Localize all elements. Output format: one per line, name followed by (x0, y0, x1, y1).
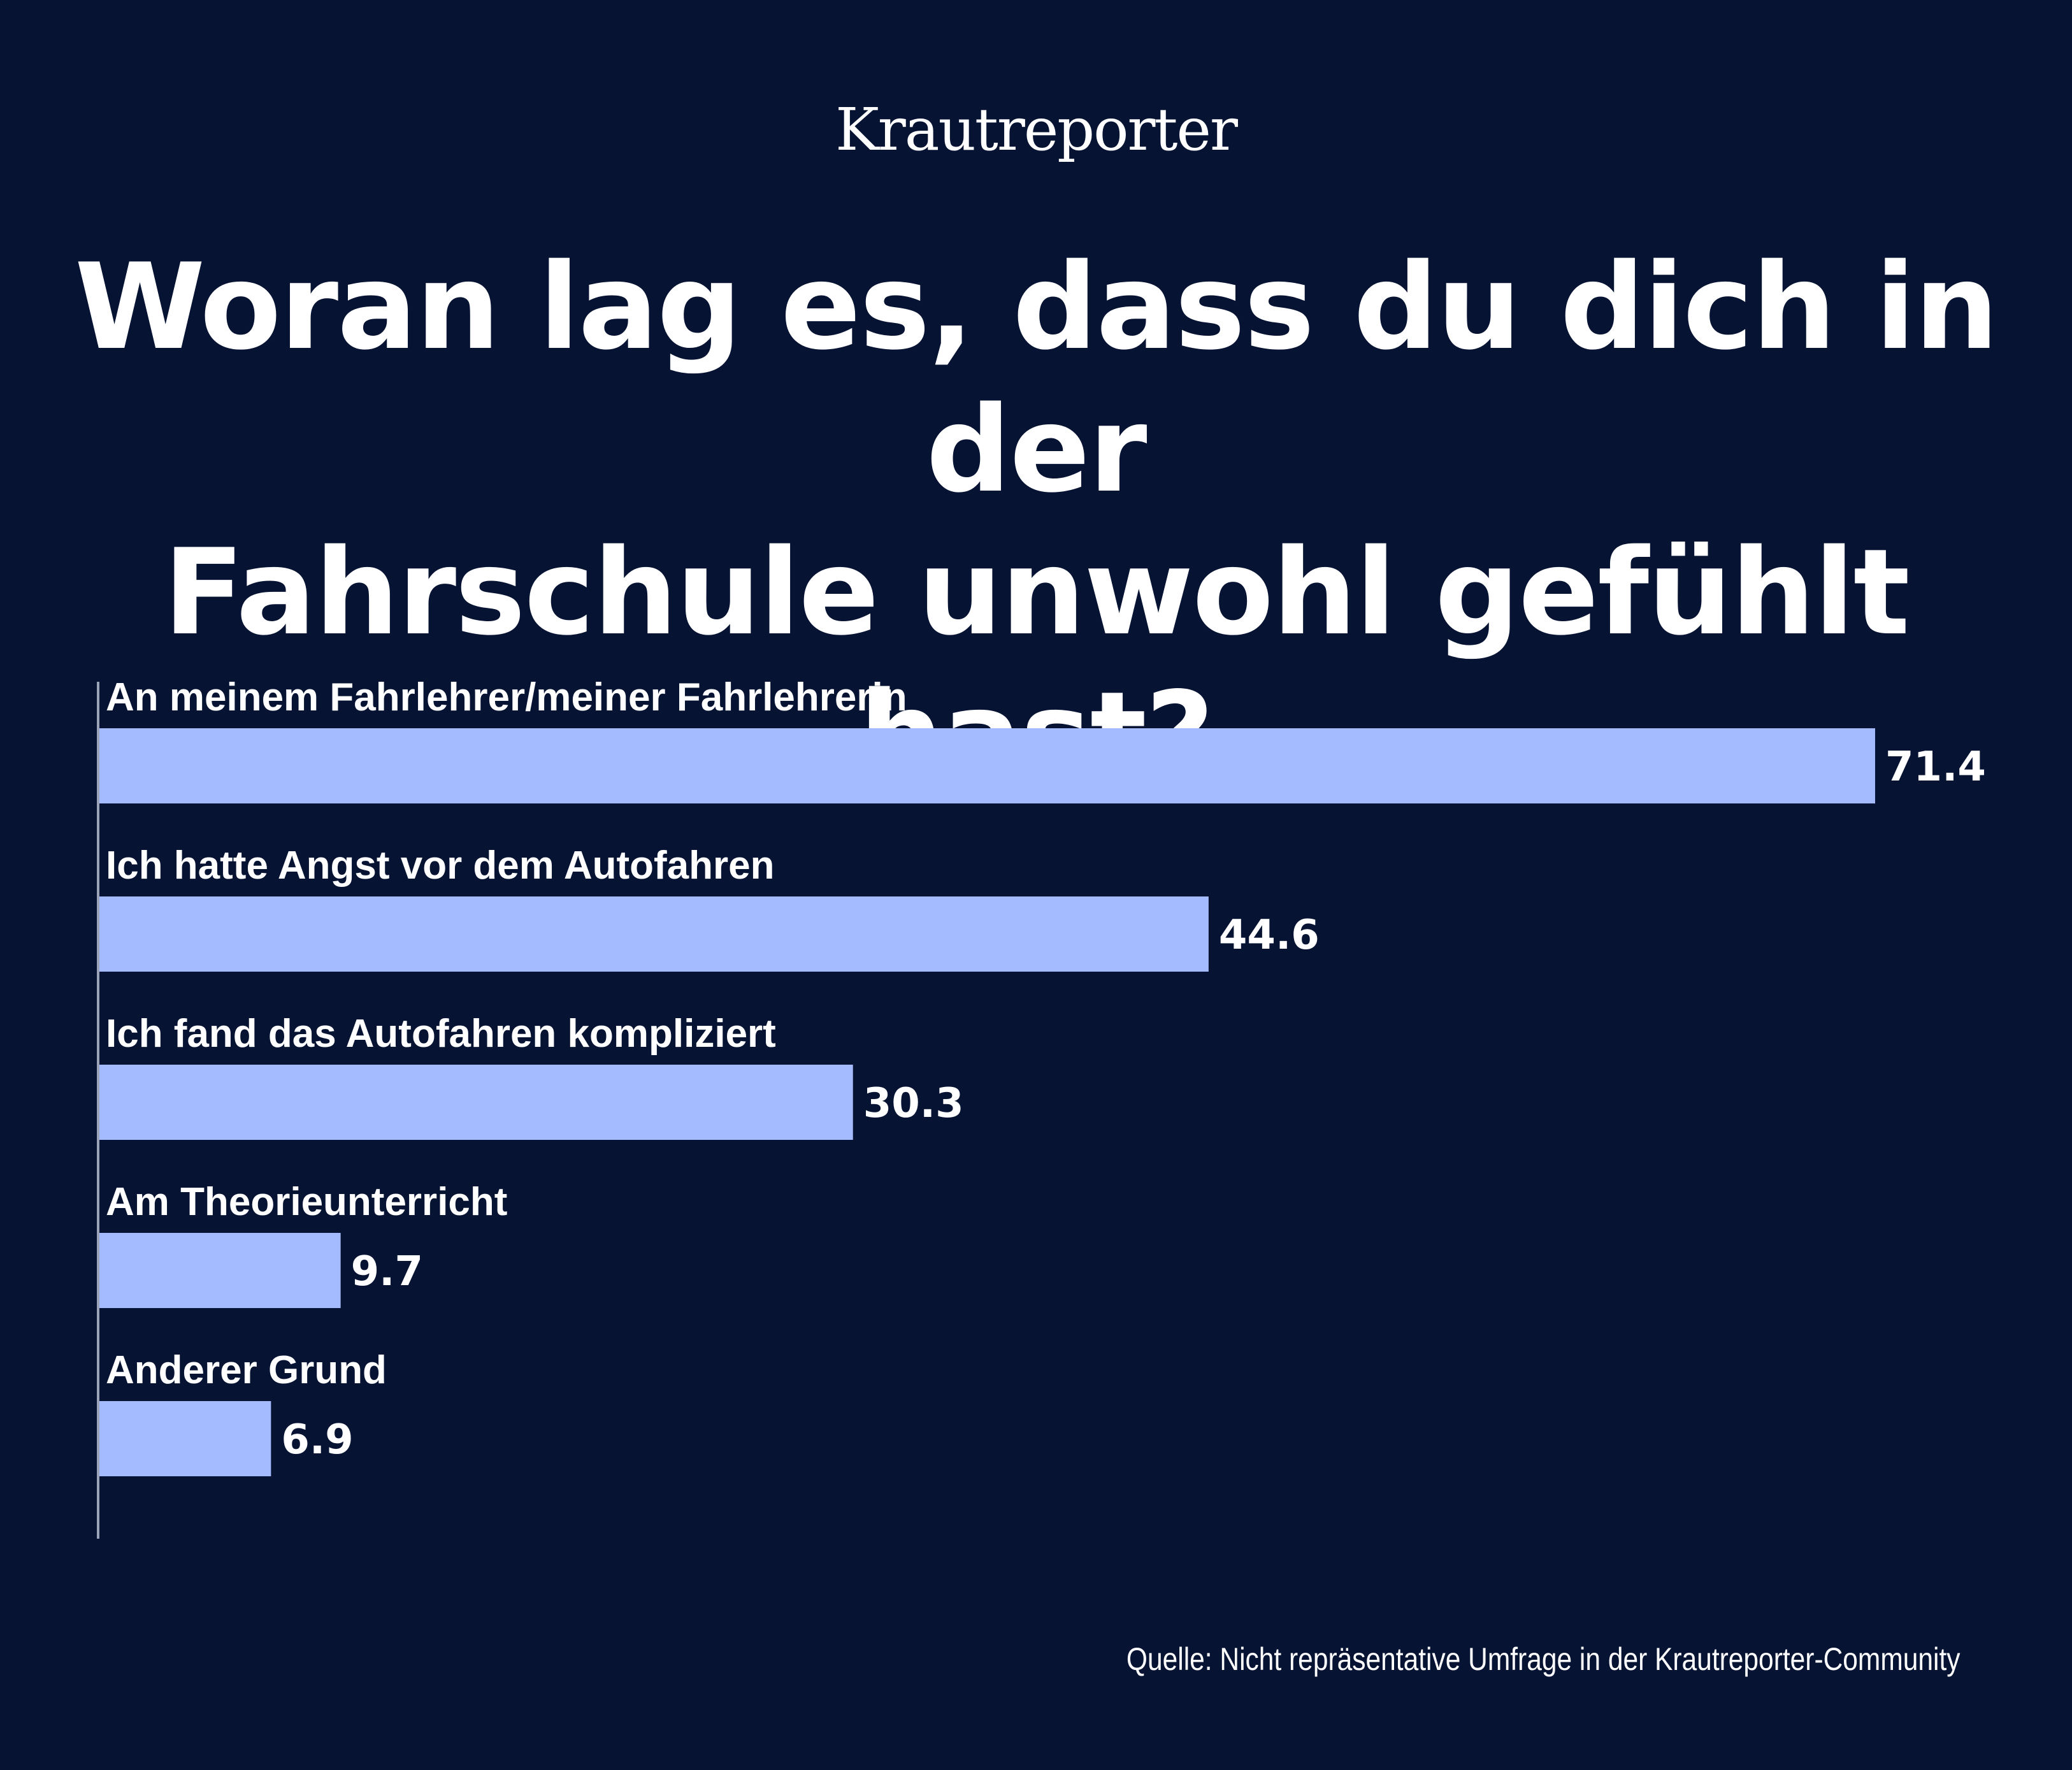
value-label: 30.3 (863, 1080, 964, 1127)
value-label: 6.9 (281, 1416, 353, 1464)
category-label: Ich hatte Angst vor dem Autofahren (106, 844, 775, 888)
chart-title-line-1: Woran lag es, dass du dich in der (75, 238, 1999, 519)
category-label: Anderer Grund (106, 1348, 387, 1392)
bar (99, 728, 1875, 803)
bar (99, 1401, 271, 1476)
bar (99, 896, 1209, 972)
category-label: Ich fand das Autofahren kompliziert (106, 1012, 776, 1056)
source-note: Quelle: Nicht repräsentative Umfrage in … (1126, 1641, 1960, 1677)
value-label: 44.6 (1219, 912, 1320, 959)
category-label: Am Theorieunterricht (106, 1180, 507, 1224)
value-label: 71.4 (1885, 744, 1986, 791)
bars-group: An meinem Fahrlehrer/meiner Fahrlehrerin… (99, 675, 1986, 1476)
value-label: 9.7 (351, 1248, 423, 1295)
bar (99, 1233, 341, 1308)
bar (99, 1065, 853, 1140)
category-label: An meinem Fahrlehrer/meiner Fahrlehrerin (106, 675, 907, 719)
brand-logo: Krautreporter (835, 96, 1238, 164)
